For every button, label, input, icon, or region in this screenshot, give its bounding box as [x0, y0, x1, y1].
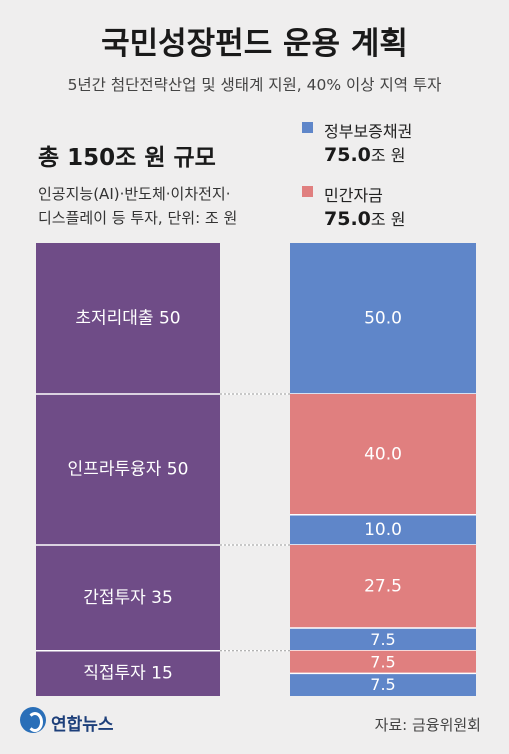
yonhap-logo-text: 연합뉴스	[51, 715, 114, 735]
category-3-bar	[36, 650, 220, 696]
source-label: 자료: 금융위원회	[374, 716, 481, 734]
category-3-government-segment	[290, 673, 476, 696]
legend-value-government: 75.0조 원	[324, 142, 405, 166]
category-3-government-value-label: 7.5	[370, 675, 395, 694]
category-1-private-segment	[290, 394, 476, 515]
category-3-label: 직접투자 15	[83, 663, 173, 683]
legend-label-private: 민간자금	[324, 186, 383, 205]
total-size-label: 총 150조 원 규모	[38, 145, 216, 171]
category-2-government-segment	[290, 628, 476, 651]
category-3-private-segment	[290, 650, 476, 674]
legend-number-private: 75.0	[324, 208, 371, 230]
legend-swatch-government	[302, 122, 313, 133]
category-1-government-value-label: 10.0	[364, 520, 402, 540]
category-2-bar	[36, 545, 220, 651]
category-0-label: 초저리대출 50	[75, 309, 180, 329]
category-2-private-segment	[290, 545, 476, 629]
category-2-label: 간접투자 35	[83, 588, 173, 608]
category-1-private-value-label: 40.0	[364, 444, 402, 464]
legend-label-government: 정부보증채권	[324, 122, 413, 141]
description: 인공지능(AI)·반도체·이차전지· 디스플레이 등 투자, 단위: 조 원	[38, 182, 298, 230]
description-line-2: 디스플레이 등 투자, 단위: 조 원	[38, 209, 238, 227]
category-2-government-value-label: 7.5	[370, 630, 395, 649]
category-1-bar	[36, 394, 220, 545]
category-0-government-value-label: 50.0	[364, 309, 402, 329]
chart-subtitle: 5년간 첨단전략산업 및 생태계 지원, 40% 이상 지역 투자	[67, 76, 442, 94]
category-2-private-value-label: 27.5	[364, 577, 402, 597]
legend-unit-government: 조 원	[370, 146, 406, 165]
legend-unit-private: 조 원	[370, 210, 406, 229]
category-0-bar	[36, 243, 220, 394]
chart-title: 국민성장펀드 운용 계획	[101, 26, 408, 62]
category-0-government-segment	[290, 243, 476, 394]
description-line-1: 인공지능(AI)·반도체·이차전지·	[38, 185, 231, 203]
category-1-government-segment	[290, 514, 476, 545]
yonhap-logo-icon	[20, 707, 46, 733]
legend-value-private: 75.0조 원	[324, 206, 405, 230]
legend-number-government: 75.0	[324, 144, 371, 166]
category-3-private-value-label: 7.5	[370, 653, 395, 672]
legend-swatch-private	[302, 186, 313, 197]
category-1-label: 인프라투융자 50	[68, 460, 189, 480]
